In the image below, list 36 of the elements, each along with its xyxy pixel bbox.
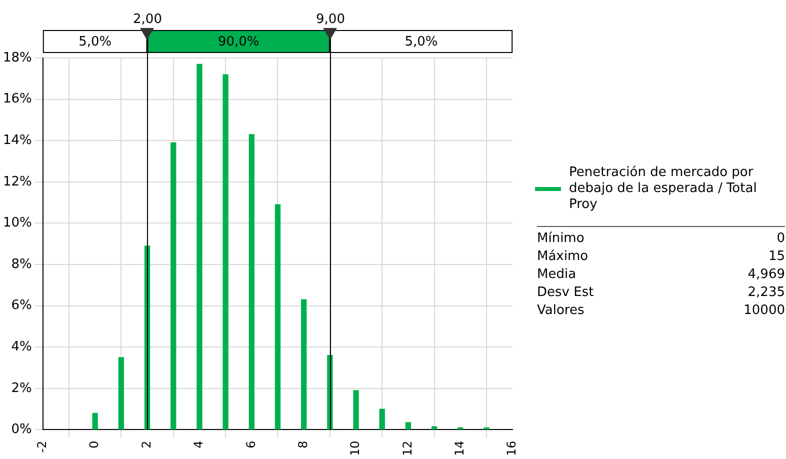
text: 15: [768, 248, 785, 266]
text: Máximo: [537, 248, 588, 266]
y-tick-label: 14%: [2, 132, 32, 148]
legend-label: Penetración de mercado por debajo de la esperada / Total Proy: [569, 165, 758, 213]
ref-line-label: 2,00: [133, 12, 162, 27]
x-tick-label: 10: [348, 440, 362, 456]
x-tick-label: -2: [35, 440, 50, 453]
text: Mínimo: [537, 230, 584, 248]
y-tick-label: 10%: [2, 216, 32, 231]
y-tick-label: 2%: [11, 380, 32, 396]
text: 10000: [744, 302, 785, 320]
text: Media: [537, 266, 576, 284]
y-tick-label: 0%: [11, 422, 32, 438]
text: 4,969: [748, 266, 785, 284]
text: 5,0%: [404, 34, 438, 50]
text: Desv Est: [537, 284, 594, 302]
text: 90,0%: [218, 34, 260, 50]
y-tick-label: 8%: [11, 256, 32, 272]
y-tick-label: 4%: [11, 340, 32, 354]
x-tick-label: 14: [452, 440, 467, 456]
y-tick-label: 16%: [2, 92, 32, 107]
x-tick-label: 8: [296, 440, 310, 448]
x-tick-label: 2: [139, 440, 154, 448]
x-tick-label: 4: [192, 440, 206, 448]
x-tick-label: 12: [400, 440, 414, 456]
ref-line-label: 9,00: [316, 12, 345, 27]
y-tick-label: 18%: [2, 50, 32, 66]
x-tick-label: 6: [244, 440, 258, 448]
y-tick-label: 12%: [2, 174, 32, 190]
y-tick-label: 6%: [11, 298, 32, 314]
x-tick-label: 16: [504, 440, 519, 456]
text: 5,0%: [78, 34, 112, 50]
text: 0: [776, 230, 785, 248]
x-tick-label: 0: [87, 440, 102, 448]
text: 2,235: [748, 284, 785, 302]
text: Valores: [537, 302, 584, 320]
